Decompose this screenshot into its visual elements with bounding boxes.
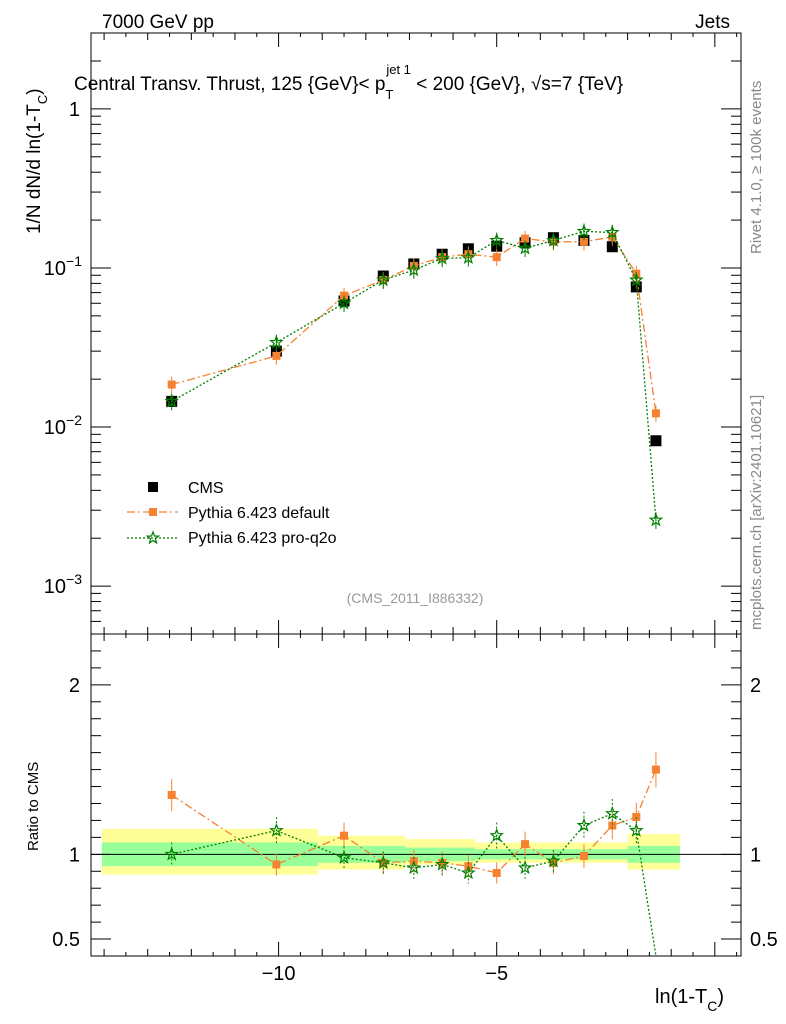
title-suffix: =7 {TeV}	[551, 74, 623, 95]
y-tick-label-main: 1	[69, 99, 80, 121]
ratio-data-series	[164, 751, 660, 957]
data-point-pythia-pro-q2o	[375, 272, 391, 287]
legend-marker-pythia-default	[149, 508, 157, 516]
data-point-pythia-pro-q2o	[164, 393, 179, 408]
ratio-point-pythia-pro-q2o	[336, 849, 352, 865]
mcplots-label: mcplots.cern.ch [arXiv:2401.10621]	[748, 395, 765, 630]
ratio-point-pythia-pro-q2o	[460, 865, 476, 880]
data-point-pythia-pro-q2o	[546, 232, 561, 247]
beam-label: 7000 GeV pp	[102, 12, 214, 33]
main-data-series	[164, 223, 664, 529]
y-tick-label-main: 10−3	[44, 571, 82, 598]
ratio-point-pythia-pro-q2o	[164, 846, 180, 861]
ratio-point-pythia-default	[521, 840, 530, 849]
data-point-pythia-pro-q2o	[576, 223, 592, 238]
y-tick-label-ratio-left: 0.5	[52, 929, 80, 951]
channel-label: Jets	[695, 12, 730, 33]
x-tick-label: −10	[262, 963, 296, 985]
y-tick-label-ratio-left: 2	[69, 675, 80, 697]
ratio-point-pythia-default	[272, 860, 281, 869]
data-point-pythia-default	[521, 234, 530, 243]
data-point-pythia-pro-q2o	[604, 224, 620, 239]
data-point-cms	[650, 435, 662, 447]
legend-entry-cms: CMS	[148, 480, 224, 497]
title-sqrt: √s	[531, 74, 551, 95]
y-tick-label-ratio-right: 2	[750, 675, 761, 697]
legend: CMS Pythia 6.423 default Pythia 6.423 pr…	[127, 480, 337, 547]
ratio-point-pythia-pro-q2o	[517, 860, 533, 875]
x-tick-label: −5	[485, 963, 508, 985]
y-tick-exponent: −2	[66, 412, 82, 428]
ratio-point-pythia-pro-q2o	[406, 860, 422, 875]
analysis-id: (CMS_2011_I886332)	[347, 590, 484, 606]
data-point-pythia-pro-q2o	[406, 262, 422, 277]
title-sub: T	[385, 87, 393, 102]
y-tick-mantissa: 10	[44, 576, 66, 598]
ratio-point-pythia-default	[632, 813, 641, 822]
series-line-2	[171, 230, 657, 521]
data-point-pythia-pro-q2o	[434, 250, 450, 265]
ratio-line-1	[171, 769, 657, 874]
ratio-point-pythia-pro-q2o	[628, 822, 644, 837]
ratio-point-pythia-pro-q2o	[546, 853, 561, 868]
data-point-pythia-default	[651, 409, 660, 418]
plot-title: Central Transv. Thrust, 125 {GeV}< pTjet…	[74, 62, 623, 102]
y-tick-exponent: −3	[66, 571, 82, 587]
data-point-pythia-default	[579, 237, 588, 246]
data-point-pythia-pro-q2o	[517, 240, 533, 255]
title-prefix: Central Transv. Thrust, 125 {GeV}< p	[74, 74, 385, 95]
ratio-y-axis-label: Ratio to CMS	[25, 762, 42, 851]
legend-entry-pythia-default: Pythia 6.423 default	[127, 505, 330, 522]
y-tick-label-ratio-right: 1	[750, 844, 761, 866]
ratio-point-pythia-default	[167, 791, 176, 799]
data-point-pythia-pro-q2o	[336, 295, 352, 310]
axis-ticks	[91, 32, 741, 957]
legend-marker-cms	[148, 482, 158, 492]
data-point-pythia-pro-q2o	[628, 272, 644, 287]
ratio-point-pythia-default	[379, 858, 388, 867]
legend-label-cms: CMS	[188, 480, 224, 497]
data-point-pythia-pro-q2o	[269, 334, 284, 349]
ratio-point-pythia-pro-q2o	[269, 822, 284, 837]
ratio-point-pythia-default	[608, 821, 617, 830]
data-point-cms	[606, 241, 618, 253]
ratio-point-pythia-default	[579, 852, 588, 861]
data-point-pythia-pro-q2o	[460, 249, 476, 265]
data-point-pythia-default	[492, 253, 501, 262]
ratio-point-pythia-default	[651, 765, 660, 774]
title-sup: jet 1	[385, 62, 411, 77]
legend-marker-pythia-pro-q2o	[145, 530, 161, 545]
data-point-pythia-default	[167, 380, 176, 389]
data-point-pythia-pro-q2o	[648, 512, 664, 527]
y-tick-label-ratio-left: 1	[69, 844, 80, 866]
legend-label-pythia-default: Pythia 6.423 default	[188, 505, 330, 522]
ratio-point-pythia-pro-q2o	[375, 855, 391, 869]
y-tick-mantissa: 1	[69, 99, 80, 121]
main-y-axis-label: 1/N dN/d ln(1-TC)	[24, 88, 50, 234]
uncertainty-bands	[101, 828, 680, 875]
ratio-point-pythia-default	[492, 868, 501, 877]
y-tick-mantissa: 10	[44, 258, 66, 280]
ratio-point-pythia-pro-q2o	[604, 805, 620, 820]
x-axis-label: ln(1-TC)	[655, 986, 724, 1014]
y-tick-label-main: 10−1	[44, 253, 82, 280]
y-tick-mantissa: 10	[44, 417, 66, 439]
series-line-1	[171, 236, 657, 414]
ratio-point-pythia-pro-q2o	[489, 828, 504, 842]
y-tick-label-ratio-right: 0.5	[750, 929, 778, 951]
rivet-label: Rivet 4.1.0, ≥ 100k events	[748, 81, 765, 254]
ratio-point-pythia-pro-q2o	[434, 856, 450, 871]
title-middle: < 200 {GeV},	[411, 74, 531, 95]
legend-entry-pythia-pro-q2o: Pythia 6.423 pro-q2o	[127, 530, 337, 547]
y-tick-label-main: 10−2	[44, 412, 82, 439]
ratio-plot-frame	[90, 633, 742, 957]
ratio-point-pythia-default	[340, 831, 349, 840]
ratio-point-pythia-pro-q2o	[576, 817, 592, 832]
y-tick-exponent: −1	[66, 253, 82, 269]
data-point-pythia-pro-q2o	[489, 232, 505, 247]
legend-label-pythia-pro-q2o: Pythia 6.423 pro-q2o	[188, 530, 337, 547]
data-point-pythia-default	[272, 351, 281, 360]
